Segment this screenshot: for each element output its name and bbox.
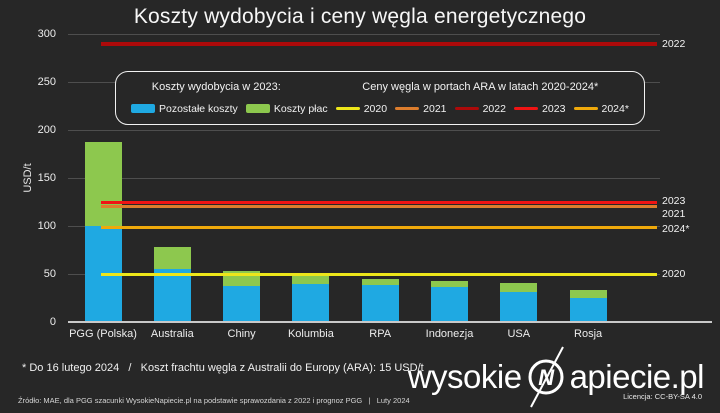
legend-item-label: 2024* — [601, 102, 629, 115]
x-category-label: RPA — [369, 328, 392, 340]
bar-segment-Pozostałe koszty — [361, 284, 399, 322]
legend-item-label: 2023 — [542, 102, 566, 115]
legend-item-label: 2020 — [363, 102, 388, 115]
bar-segment-Koszty płac — [500, 282, 538, 293]
legend-costs-header: Koszty wydobycia w 2023: — [151, 81, 281, 94]
price-line-2020 — [101, 272, 657, 276]
bar-segment-Pozostałe koszty — [431, 287, 468, 322]
legend-item: Koszty płac — [245, 102, 328, 115]
price-line-label: 2023 — [662, 195, 686, 207]
bar-segment-Pozostałe koszty — [223, 286, 261, 322]
bar-segment-Koszty płac — [569, 290, 607, 298]
y-tick-label: 150 — [37, 172, 56, 184]
price-line-label: 2024* — [662, 222, 690, 235]
gridline — [68, 34, 660, 35]
license-text: Licencja: CC-BY-SA 4.0 — [623, 392, 702, 401]
x-category-label: Indonezja — [425, 328, 474, 340]
bar-segment-Pozostałe koszty — [569, 298, 607, 322]
footnote: * Do 16 lutego 2024 / Koszt frachtu węgl… — [22, 362, 424, 374]
bar-segment-Pozostałe koszty — [500, 292, 538, 322]
price-line-label: 2021 — [662, 207, 686, 220]
legend-item: Pozostałe koszty — [131, 103, 238, 115]
gridline — [68, 130, 660, 131]
bar-segment-Koszty płac — [153, 247, 191, 270]
bar-segment-Pozostałe koszty — [292, 283, 330, 322]
x-category-label: Chiny — [227, 328, 256, 340]
logo-text-left: wysokie — [407, 358, 522, 395]
legend-swatch-icon — [245, 104, 270, 114]
price-line-2022 — [101, 41, 657, 46]
y-tick-label: 200 — [37, 124, 56, 136]
legend-item: 2023 — [514, 103, 565, 115]
legend-item-label: Pozostałe koszty — [159, 102, 238, 115]
bar-segment-Koszty płac — [84, 142, 122, 226]
legend-item: 2022 — [454, 102, 506, 115]
chart-title: Koszty wydobycia i ceny węgla energetycz… — [133, 5, 587, 28]
logo-text-right: apiecie.pl — [569, 358, 705, 395]
legend-item-label: 2021 — [423, 102, 447, 115]
legend-item: 2024* — [573, 102, 629, 115]
price-line-2024* — [101, 226, 657, 230]
legend-swatch-icon — [335, 106, 360, 111]
bar-segment-Pozostałe koszty — [153, 269, 191, 322]
legend-prices-header: Ceny węgla w portach ARA w latach 2020-2… — [362, 81, 599, 94]
y-tick-label: 50 — [43, 268, 56, 280]
price-line-label: 2022 — [662, 37, 686, 50]
legend-item-label: Koszty płac — [273, 102, 328, 115]
bar-segment-Koszty płac — [431, 280, 468, 288]
legend-swatch-icon — [131, 104, 155, 114]
y-tick-label: 250 — [37, 76, 56, 88]
x-category-label: PGG (Polska) — [69, 328, 137, 340]
bar-segment-Koszty płac — [361, 278, 399, 285]
legend-headers: Koszty wydobycia w 2023: Ceny węgla w po… — [116, 81, 644, 93]
x-category-label: Kolumbia — [287, 328, 334, 340]
y-tick-label: 0 — [49, 316, 56, 328]
x-category-label: USA — [507, 328, 531, 340]
legend-swatch-icon — [514, 106, 539, 111]
legend-swatch-icon — [573, 106, 598, 111]
y-tick-label: 300 — [37, 28, 56, 40]
price-line-2021 — [101, 205, 657, 209]
x-category-label: Rosja — [574, 328, 603, 340]
legend: Koszty wydobycia w 2023: Ceny węgla w po… — [115, 71, 645, 125]
x-axis-line — [68, 321, 712, 323]
legend-item-label: 2022 — [482, 102, 506, 115]
price-line-label: 2020 — [662, 268, 686, 280]
brand-logo: wysokie N apiecie.pl — [407, 346, 705, 408]
legend-item: 2021 — [395, 102, 447, 115]
x-category-label: Australia — [150, 328, 194, 340]
legend-swatch-icon — [454, 106, 479, 111]
lightning-n-icon: N — [528, 346, 564, 408]
legend-swatch-icon — [395, 106, 420, 111]
gridline — [68, 178, 660, 179]
bar-segment-Koszty płac — [292, 275, 330, 284]
price-line-2023 — [101, 200, 657, 204]
source-credit: Źródło: MAE, dla PGG szacunki WysokieNap… — [18, 396, 410, 405]
legend-item: 2020 — [335, 102, 388, 115]
y-tick-label: 100 — [37, 220, 56, 232]
legend-items: Pozostałe koszty Koszty płac 2020 2021 2022 2… — [116, 103, 644, 115]
